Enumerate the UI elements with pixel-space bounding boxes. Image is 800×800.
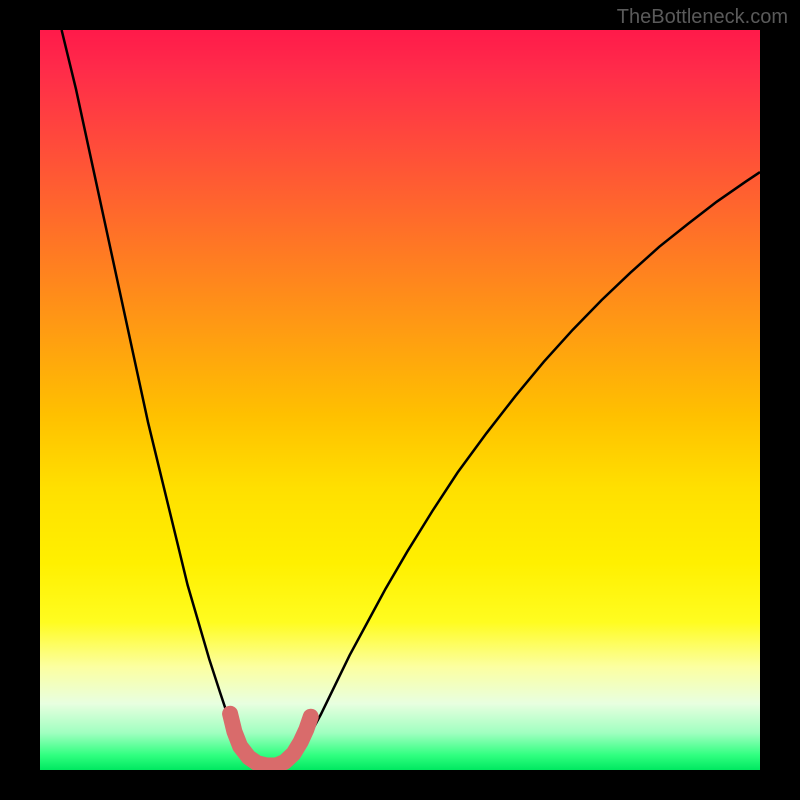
plot-area — [40, 30, 760, 770]
black-curve — [62, 30, 760, 769]
chart-container: TheBottleneck.com — [0, 0, 800, 800]
pink-u-overlay — [230, 714, 311, 766]
curves-svg — [40, 30, 760, 770]
watermark-text: TheBottleneck.com — [617, 6, 788, 29]
